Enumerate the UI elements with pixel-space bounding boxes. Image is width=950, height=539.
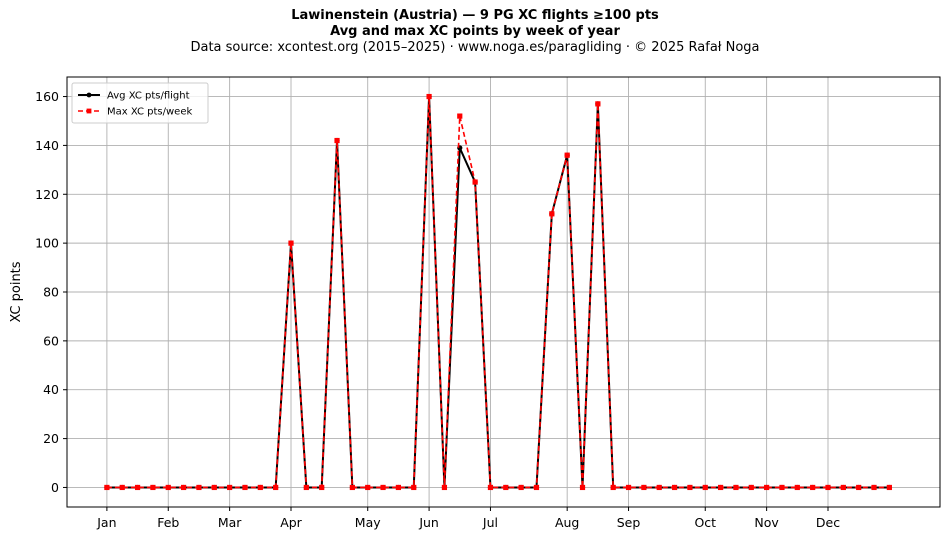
y-tick-label: 0 — [51, 480, 59, 495]
x-tick-label: Mar — [218, 515, 242, 530]
y-tick-label: 120 — [35, 187, 59, 202]
chart-source-note: Data source: xcontest.org (2015–2025) · … — [190, 40, 760, 55]
max-data-point — [165, 484, 171, 491]
x-tick-label: Aug — [555, 515, 579, 530]
max-data-point — [625, 484, 632, 491]
max-data-point — [733, 484, 739, 491]
max-data-point — [395, 484, 402, 491]
legend-swatch-marker — [86, 108, 92, 114]
max-data-point — [426, 93, 432, 100]
y-tick-label: 20 — [43, 431, 59, 446]
grid-lines — [67, 77, 940, 507]
y-tick-label: 40 — [43, 382, 59, 397]
max-data-point — [748, 484, 754, 491]
y-tick-label: 160 — [35, 89, 59, 104]
y-axis-label: XC points — [9, 261, 24, 322]
max-data-point — [564, 152, 570, 158]
legend-box — [71, 82, 209, 124]
max-data-point — [825, 484, 831, 491]
max-data-point — [856, 484, 862, 491]
x-tick-label: May — [355, 515, 381, 530]
chart-title-block: Lawinenstein (Austria) — 9 PG XC flights… — [0, 8, 950, 56]
max-data-point — [257, 484, 263, 491]
x-tick-label: Nov — [754, 515, 779, 530]
max-data-point — [549, 211, 555, 217]
legend-swatch-marker — [86, 92, 92, 98]
max-data-point — [319, 484, 325, 491]
max-data-point — [150, 484, 156, 491]
x-tick-label: Oct — [694, 515, 716, 530]
legend: Avg XC pts/flight Max XC pts/week — [71, 82, 209, 124]
max-data-point — [702, 484, 708, 491]
max-data-point — [656, 484, 662, 491]
max-data-point — [457, 113, 463, 119]
max-data-point — [533, 484, 540, 491]
max-data-point — [334, 137, 340, 144]
chart-title: Lawinenstein (Austria) — 9 PG XC flights… — [291, 8, 659, 23]
y-tick-label: 60 — [43, 333, 59, 348]
x-tick-label: Sep — [617, 515, 641, 530]
max-data-point — [794, 484, 800, 491]
max-data-point — [579, 484, 586, 491]
max-data-point — [487, 484, 494, 491]
max-data-point — [518, 484, 524, 491]
x-tick-label: Jun — [418, 515, 439, 530]
legend-label: Max XC pts/week — [107, 107, 192, 118]
max-data-point — [441, 484, 448, 491]
y-tick-label: 80 — [43, 285, 59, 300]
max-data-point — [134, 484, 141, 491]
max-data-point — [810, 484, 816, 491]
max-data-point — [380, 484, 386, 491]
max-data-point — [273, 484, 279, 491]
max-data-point — [641, 484, 647, 491]
y-tick-label: 100 — [35, 236, 59, 251]
axis-ticks: Jan Feb Mar Apr May Jun Jul Aug Sep Oct Nov Dec 0 20 4… — [35, 89, 840, 530]
max-data-point — [779, 484, 785, 491]
x-tick-label: Dec — [816, 515, 840, 530]
x-tick-label: Jul — [482, 515, 498, 530]
max-data-point — [119, 484, 125, 491]
max-data-point — [610, 484, 616, 491]
max-data-point — [886, 484, 892, 491]
max-data-point — [196, 484, 202, 491]
max-data-point — [242, 484, 248, 491]
max-data-point — [764, 484, 770, 491]
max-data-point — [595, 101, 601, 107]
max-data-point — [303, 484, 309, 491]
max-data-point — [687, 484, 693, 491]
max-data-point — [472, 179, 478, 185]
max-data-point — [871, 484, 877, 491]
max-data-point — [288, 240, 294, 246]
legend-label: Avg XC pts/flight — [107, 91, 190, 102]
x-tick-label: Jan — [96, 515, 116, 530]
max-data-point — [227, 484, 233, 491]
max-data-point — [840, 484, 846, 491]
max-data-point — [349, 484, 355, 491]
max-data-point — [104, 484, 110, 491]
max-data-point — [365, 484, 371, 491]
max-data-point — [211, 484, 217, 491]
series-layer — [104, 93, 892, 491]
x-tick-label: Feb — [157, 515, 179, 530]
max-series-line — [106, 95, 890, 489]
chart-subtitle: Avg and max XC points by week of year — [330, 24, 620, 39]
max-data-point — [717, 484, 724, 491]
max-data-point — [503, 484, 509, 491]
max-data-point — [411, 484, 417, 491]
y-tick-label: 140 — [35, 138, 59, 153]
max-data-point — [181, 484, 187, 491]
x-tick-label: Apr — [280, 515, 302, 530]
max-data-point — [671, 484, 678, 491]
